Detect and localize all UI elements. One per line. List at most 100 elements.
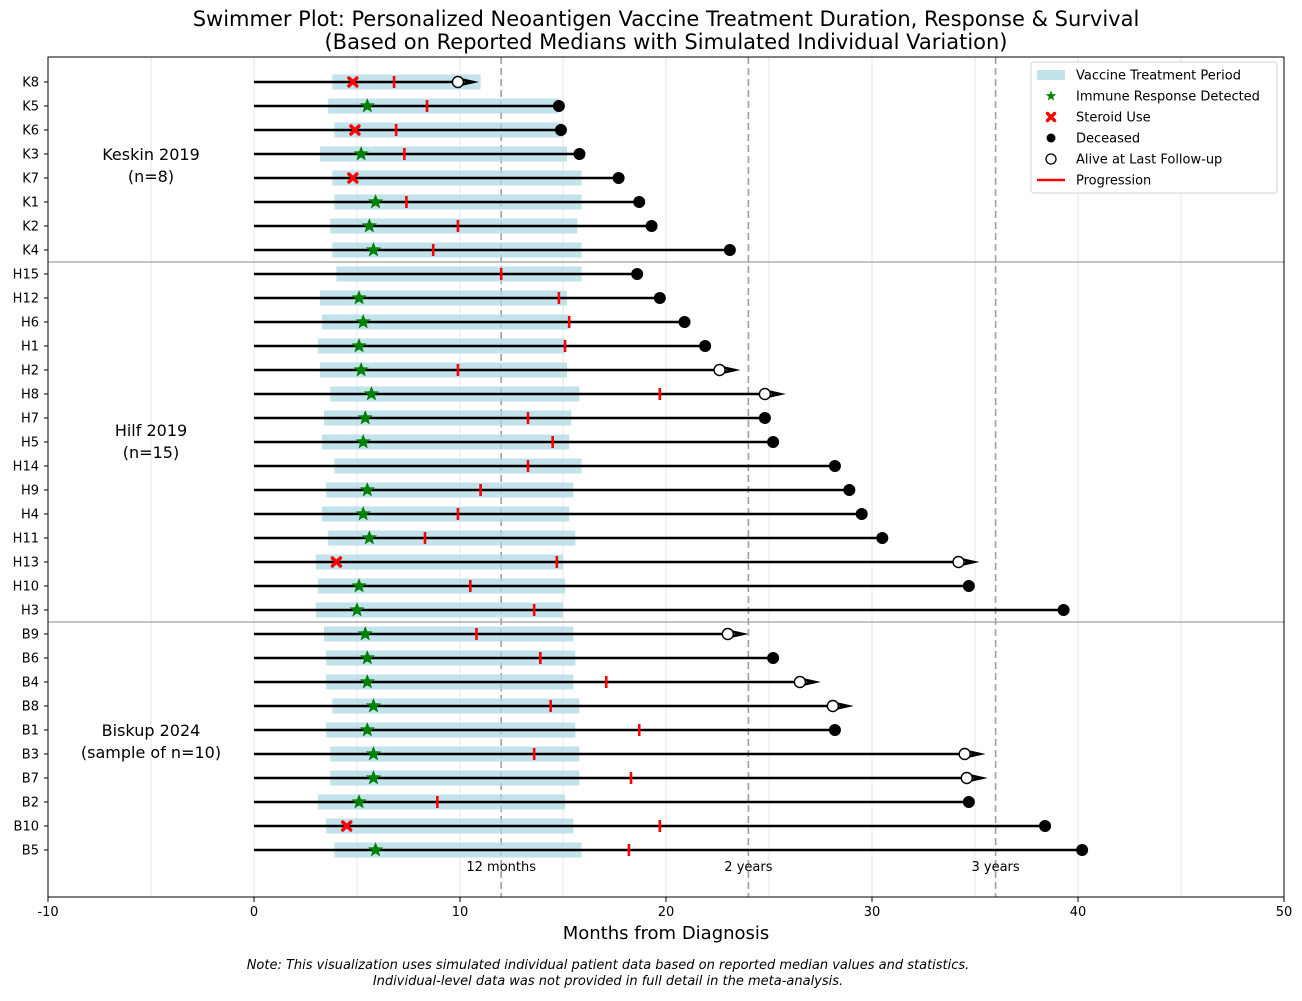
group-label-count: (n=15)	[123, 443, 179, 462]
x-tick-label: -10	[37, 905, 58, 920]
deceased-marker	[758, 412, 771, 424]
deceased-marker	[843, 484, 856, 496]
deceased-marker	[767, 652, 780, 664]
patient-label: B7	[22, 772, 39, 787]
deceased-marker	[767, 436, 780, 448]
reference-label: 2 years	[724, 860, 772, 875]
deceased-marker	[962, 796, 975, 808]
patient-label: K2	[22, 220, 39, 235]
alive-marker	[758, 387, 772, 401]
ongoing-arrow	[833, 701, 854, 711]
patient-label: B2	[22, 796, 39, 811]
group-label-count: (sample of n=10)	[81, 743, 221, 762]
legend-vaccine-swatch	[1037, 70, 1065, 80]
patient-label: B1	[22, 724, 39, 739]
deceased-marker	[1039, 820, 1052, 832]
deceased-marker	[631, 268, 644, 280]
patient-lanes	[254, 80, 1083, 852]
x-tick-label: 50	[1276, 905, 1293, 920]
deceased-marker	[653, 292, 666, 304]
patient-label: B8	[22, 700, 39, 715]
patient-label: B10	[14, 820, 39, 835]
steroid-marker-stroke-b	[347, 172, 359, 184]
group-label-name: Hilf 2019	[115, 421, 187, 440]
patient-label: B6	[22, 652, 39, 667]
steroid-marker-stroke-b	[341, 820, 353, 832]
ongoing-arrow	[458, 77, 479, 87]
patient-label: H3	[21, 604, 39, 619]
patient-label: H1	[21, 340, 39, 355]
group-labels: Keskin 2019 (n=8) Hilf 2019 (n=15) Biskup 20…	[81, 145, 221, 762]
immune-response-marker	[349, 602, 365, 617]
immune-response-marker	[351, 338, 367, 353]
patient-label: B5	[22, 844, 39, 859]
patient-label: B4	[22, 676, 39, 691]
steroid-marker	[347, 76, 359, 88]
reference-labels: 12 months 2 years 3 years	[466, 860, 1020, 875]
immune-response-marker	[365, 698, 382, 713]
deceased-marker	[552, 100, 565, 112]
patient-label: H13	[13, 556, 39, 571]
x-tick-label: 20	[658, 905, 675, 920]
immune-response-marker	[359, 98, 375, 113]
steroid-marker-stroke-b	[349, 124, 361, 136]
steroid-marker	[341, 820, 353, 832]
deceased-marker	[699, 340, 712, 352]
group-separators	[48, 261, 1284, 623]
immune-response-marker	[359, 482, 375, 497]
legend-label: Steroid Use	[1076, 111, 1151, 126]
immune-response-marker	[353, 146, 369, 161]
patient-label: K4	[22, 244, 39, 259]
patient-label: B3	[22, 748, 39, 763]
immune-response-marker	[361, 218, 377, 233]
legend-alive-swatch	[1045, 153, 1057, 165]
alive-marker	[826, 699, 840, 713]
ongoing-arrow	[765, 389, 786, 399]
patient-label: H15	[13, 268, 39, 283]
immune-response-marker	[363, 386, 380, 401]
patient-label: K6	[22, 124, 39, 139]
alive-marker	[721, 627, 734, 641]
legend-label: Progression	[1076, 174, 1151, 189]
legend-steroid-swatch-stroke-b	[1045, 111, 1057, 123]
legend-label: Alive at Last Follow-up	[1076, 153, 1222, 168]
immune-response-marker	[359, 650, 375, 665]
deceased-marker	[828, 460, 841, 472]
immune-response-marker	[351, 578, 367, 593]
immune-response-marker	[359, 722, 375, 737]
immune-response-marker	[355, 434, 371, 449]
alive-marker	[952, 555, 965, 569]
immune-response-marker	[365, 770, 382, 785]
immune-response-marker	[361, 530, 377, 545]
patient-label: H5	[21, 436, 39, 451]
x-axis-label: Months from Diagnosis	[563, 923, 770, 944]
immune-response-marker	[357, 626, 373, 641]
patient-label: H2	[21, 364, 39, 379]
immune-response-marker	[351, 290, 367, 305]
deceased-marker	[554, 124, 567, 136]
alive-marker	[793, 675, 807, 689]
immune-response-marker	[351, 794, 367, 809]
legend-deceased-swatch	[1046, 133, 1056, 143]
x-tick-label: 0	[250, 905, 258, 920]
chart-title-line2: (Based on Reported Medians with Simulate…	[324, 30, 1007, 54]
patient-label: H9	[21, 484, 39, 499]
patient-label: K3	[22, 148, 39, 163]
immune-response-marker	[355, 506, 371, 521]
group-label-name: Biskup 2024	[102, 721, 201, 740]
immune-response-marker	[365, 746, 382, 761]
chart-title-line1: Swimmer Plot: Personalized Neoantigen Va…	[193, 7, 1140, 31]
immune-response-marker	[359, 674, 375, 689]
deceased-marker	[828, 724, 841, 736]
patient-label: H6	[21, 316, 39, 331]
ongoing-arrow	[800, 677, 821, 687]
legend-immune-swatch	[1045, 90, 1057, 101]
patient-label: H8	[21, 388, 39, 403]
y-axis-ticks: K8 K5 K6 K3 K7 K1 K2 K4 H15 H12 H6 H1 H2 H8 H7 H5 H14 H9 H…	[13, 76, 48, 859]
steroid-marker-stroke-b	[330, 556, 343, 568]
x-tick-label: 40	[1070, 905, 1087, 920]
deceased-marker	[645, 220, 658, 232]
immune-response-marker	[357, 410, 373, 425]
event-markers	[330, 75, 1089, 857]
